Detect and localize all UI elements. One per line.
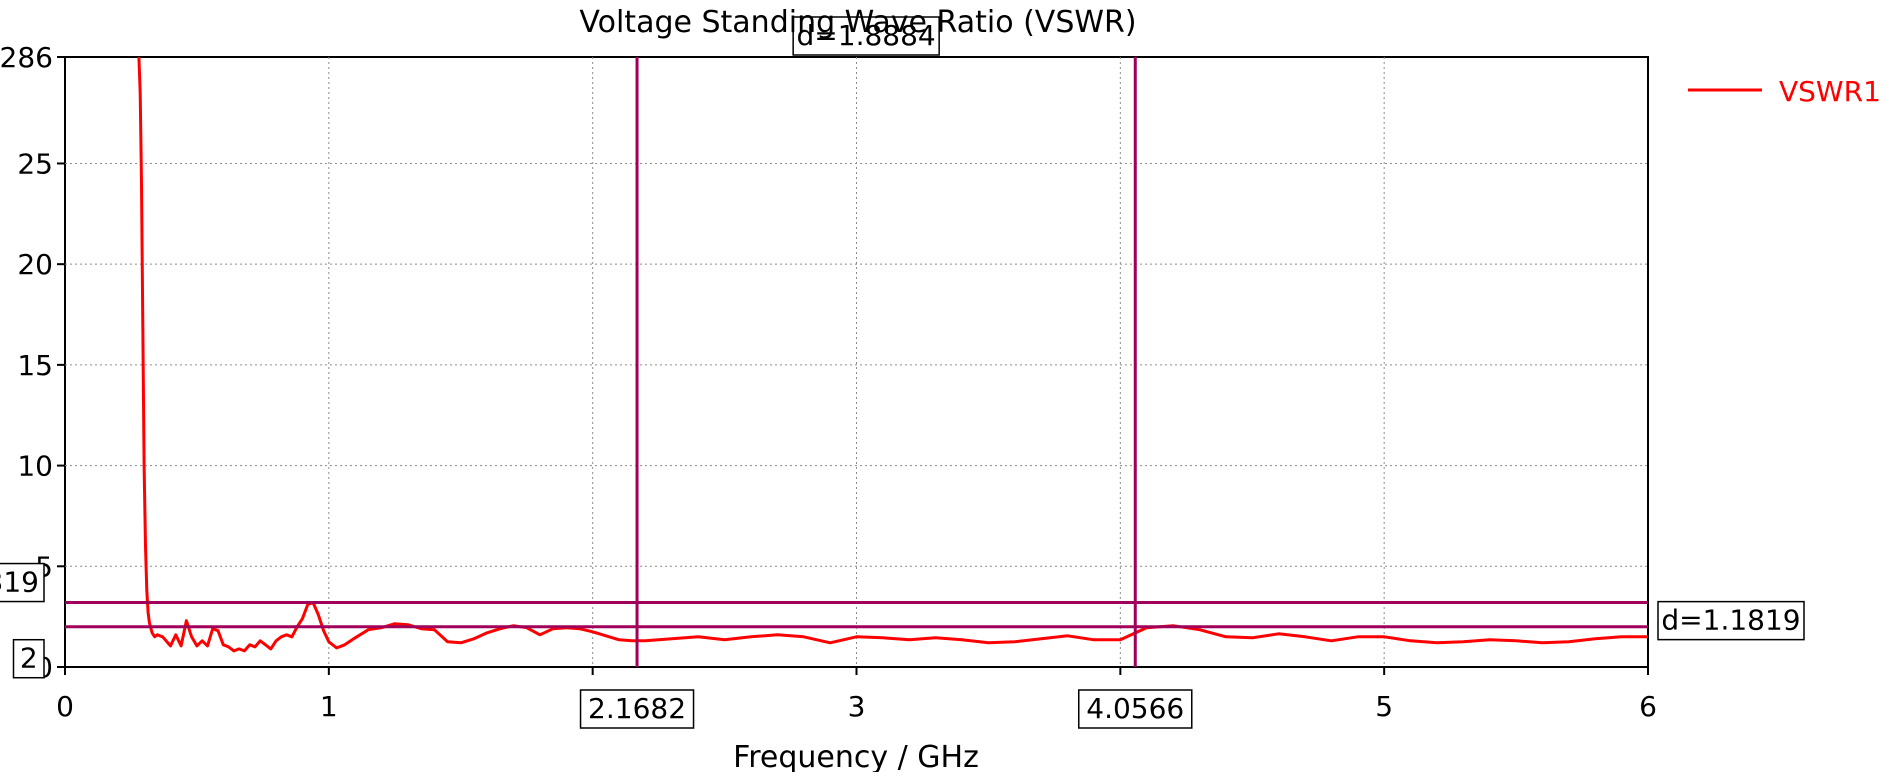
horizontal-delta-label-box — [1657, 600, 1805, 641]
vertical-marker-label-1: 2.1682 — [579, 689, 695, 729]
x-tick-label: 3 — [848, 690, 866, 723]
vertical-marker-label-2-text: 4.0566 — [1086, 692, 1184, 725]
vertical-delta-label-box — [792, 16, 940, 56]
horizontal-delta-label-text: d=1.1819 — [1661, 604, 1800, 637]
horizontal-delta-label: d=1.1819 — [1657, 600, 1805, 641]
horizontal-marker-label-1: 319 — [0, 562, 45, 603]
y-tick-label: 15 — [17, 349, 53, 382]
horizontal-marker-label-2-box — [12, 638, 45, 679]
x-tick-label: 6 — [1639, 690, 1657, 723]
horizontal-marker-label-2-text: 2 — [20, 642, 38, 675]
legend: VSWR1 — [1688, 75, 1881, 108]
horizontal-marker-label-1-box — [0, 562, 45, 603]
y-tick-label: 20 — [17, 248, 53, 281]
vertical-marker-label-1-box — [579, 689, 695, 729]
y-tick-label: 25 — [17, 147, 53, 180]
x-tick-label: 5 — [1375, 690, 1393, 723]
marker-layer: 2.1682 4.0566 319 2 d=1.8884 d=1.1819 — [0, 16, 1805, 729]
vertical-delta-label-text: d=1.8884 — [797, 19, 936, 52]
x-axis-label: Frequency / GHz — [733, 740, 979, 772]
vertical-marker-label-2: 4.0566 — [1078, 689, 1193, 729]
x-tick-label: 0 — [56, 690, 74, 723]
vertical-delta-label: d=1.8884 — [792, 16, 940, 56]
vertical-marker-label-2-box — [1078, 689, 1193, 729]
legend-label-vswr1: VSWR1 — [1779, 75, 1881, 108]
x-tick-label: 1 — [320, 690, 338, 723]
grid-lines — [65, 57, 1648, 667]
horizontal-marker-label-1-text: 319 — [0, 566, 39, 599]
y-tick-label-top: 30.286 — [0, 41, 53, 74]
vertical-marker-label-1-text: 2.1682 — [588, 692, 686, 725]
y-tick-label: 10 — [17, 450, 53, 483]
chart-title: Voltage Standing Wave Ratio (VSWR) — [579, 5, 1136, 40]
horizontal-marker-label-2: 2 — [12, 638, 45, 679]
